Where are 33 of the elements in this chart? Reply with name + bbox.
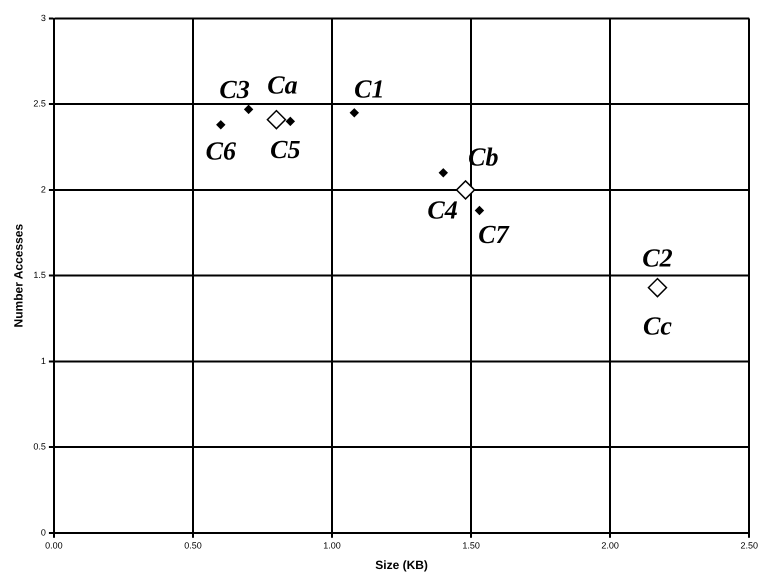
y-tick-label: 0.5 <box>33 442 46 452</box>
y-tick-label: 1.5 <box>33 270 46 280</box>
y-tick-label: 2 <box>40 184 46 194</box>
point <box>474 206 484 216</box>
x-tick-label: 2.50 <box>740 540 758 551</box>
point <box>286 116 295 126</box>
annotation: C2 <box>642 243 673 272</box>
y-tick-label: 1 <box>40 356 46 366</box>
annotation: C5 <box>270 135 300 164</box>
annotation: C1 <box>354 74 384 104</box>
annotation: C6 <box>206 136 236 166</box>
annotation: C4 <box>427 196 458 225</box>
point <box>266 110 286 130</box>
point <box>438 168 448 178</box>
point <box>648 278 668 298</box>
x-tick-label: 0.50 <box>184 540 202 551</box>
x-tick-label: 2.00 <box>601 540 619 551</box>
annotation: C7 <box>478 220 510 250</box>
x-tick-label: 1.00 <box>323 540 341 551</box>
annotation: C3 <box>219 75 250 104</box>
x-tick-label: 0.00 <box>45 540 63 551</box>
point <box>244 104 254 114</box>
x-axis-title: Size (KB) <box>375 558 428 572</box>
y-tick-label: 3 <box>40 12 46 23</box>
y-tick-label: 0 <box>40 527 46 538</box>
y-axis-title: Number Accesses <box>12 224 26 328</box>
y-tick-label: 2.5 <box>33 98 46 109</box>
annotation: Cc <box>643 311 672 340</box>
point <box>350 108 359 118</box>
point <box>456 180 476 200</box>
point <box>216 120 226 130</box>
annotation: Ca <box>267 70 298 100</box>
x-tick-label: 1.50 <box>462 540 480 551</box>
